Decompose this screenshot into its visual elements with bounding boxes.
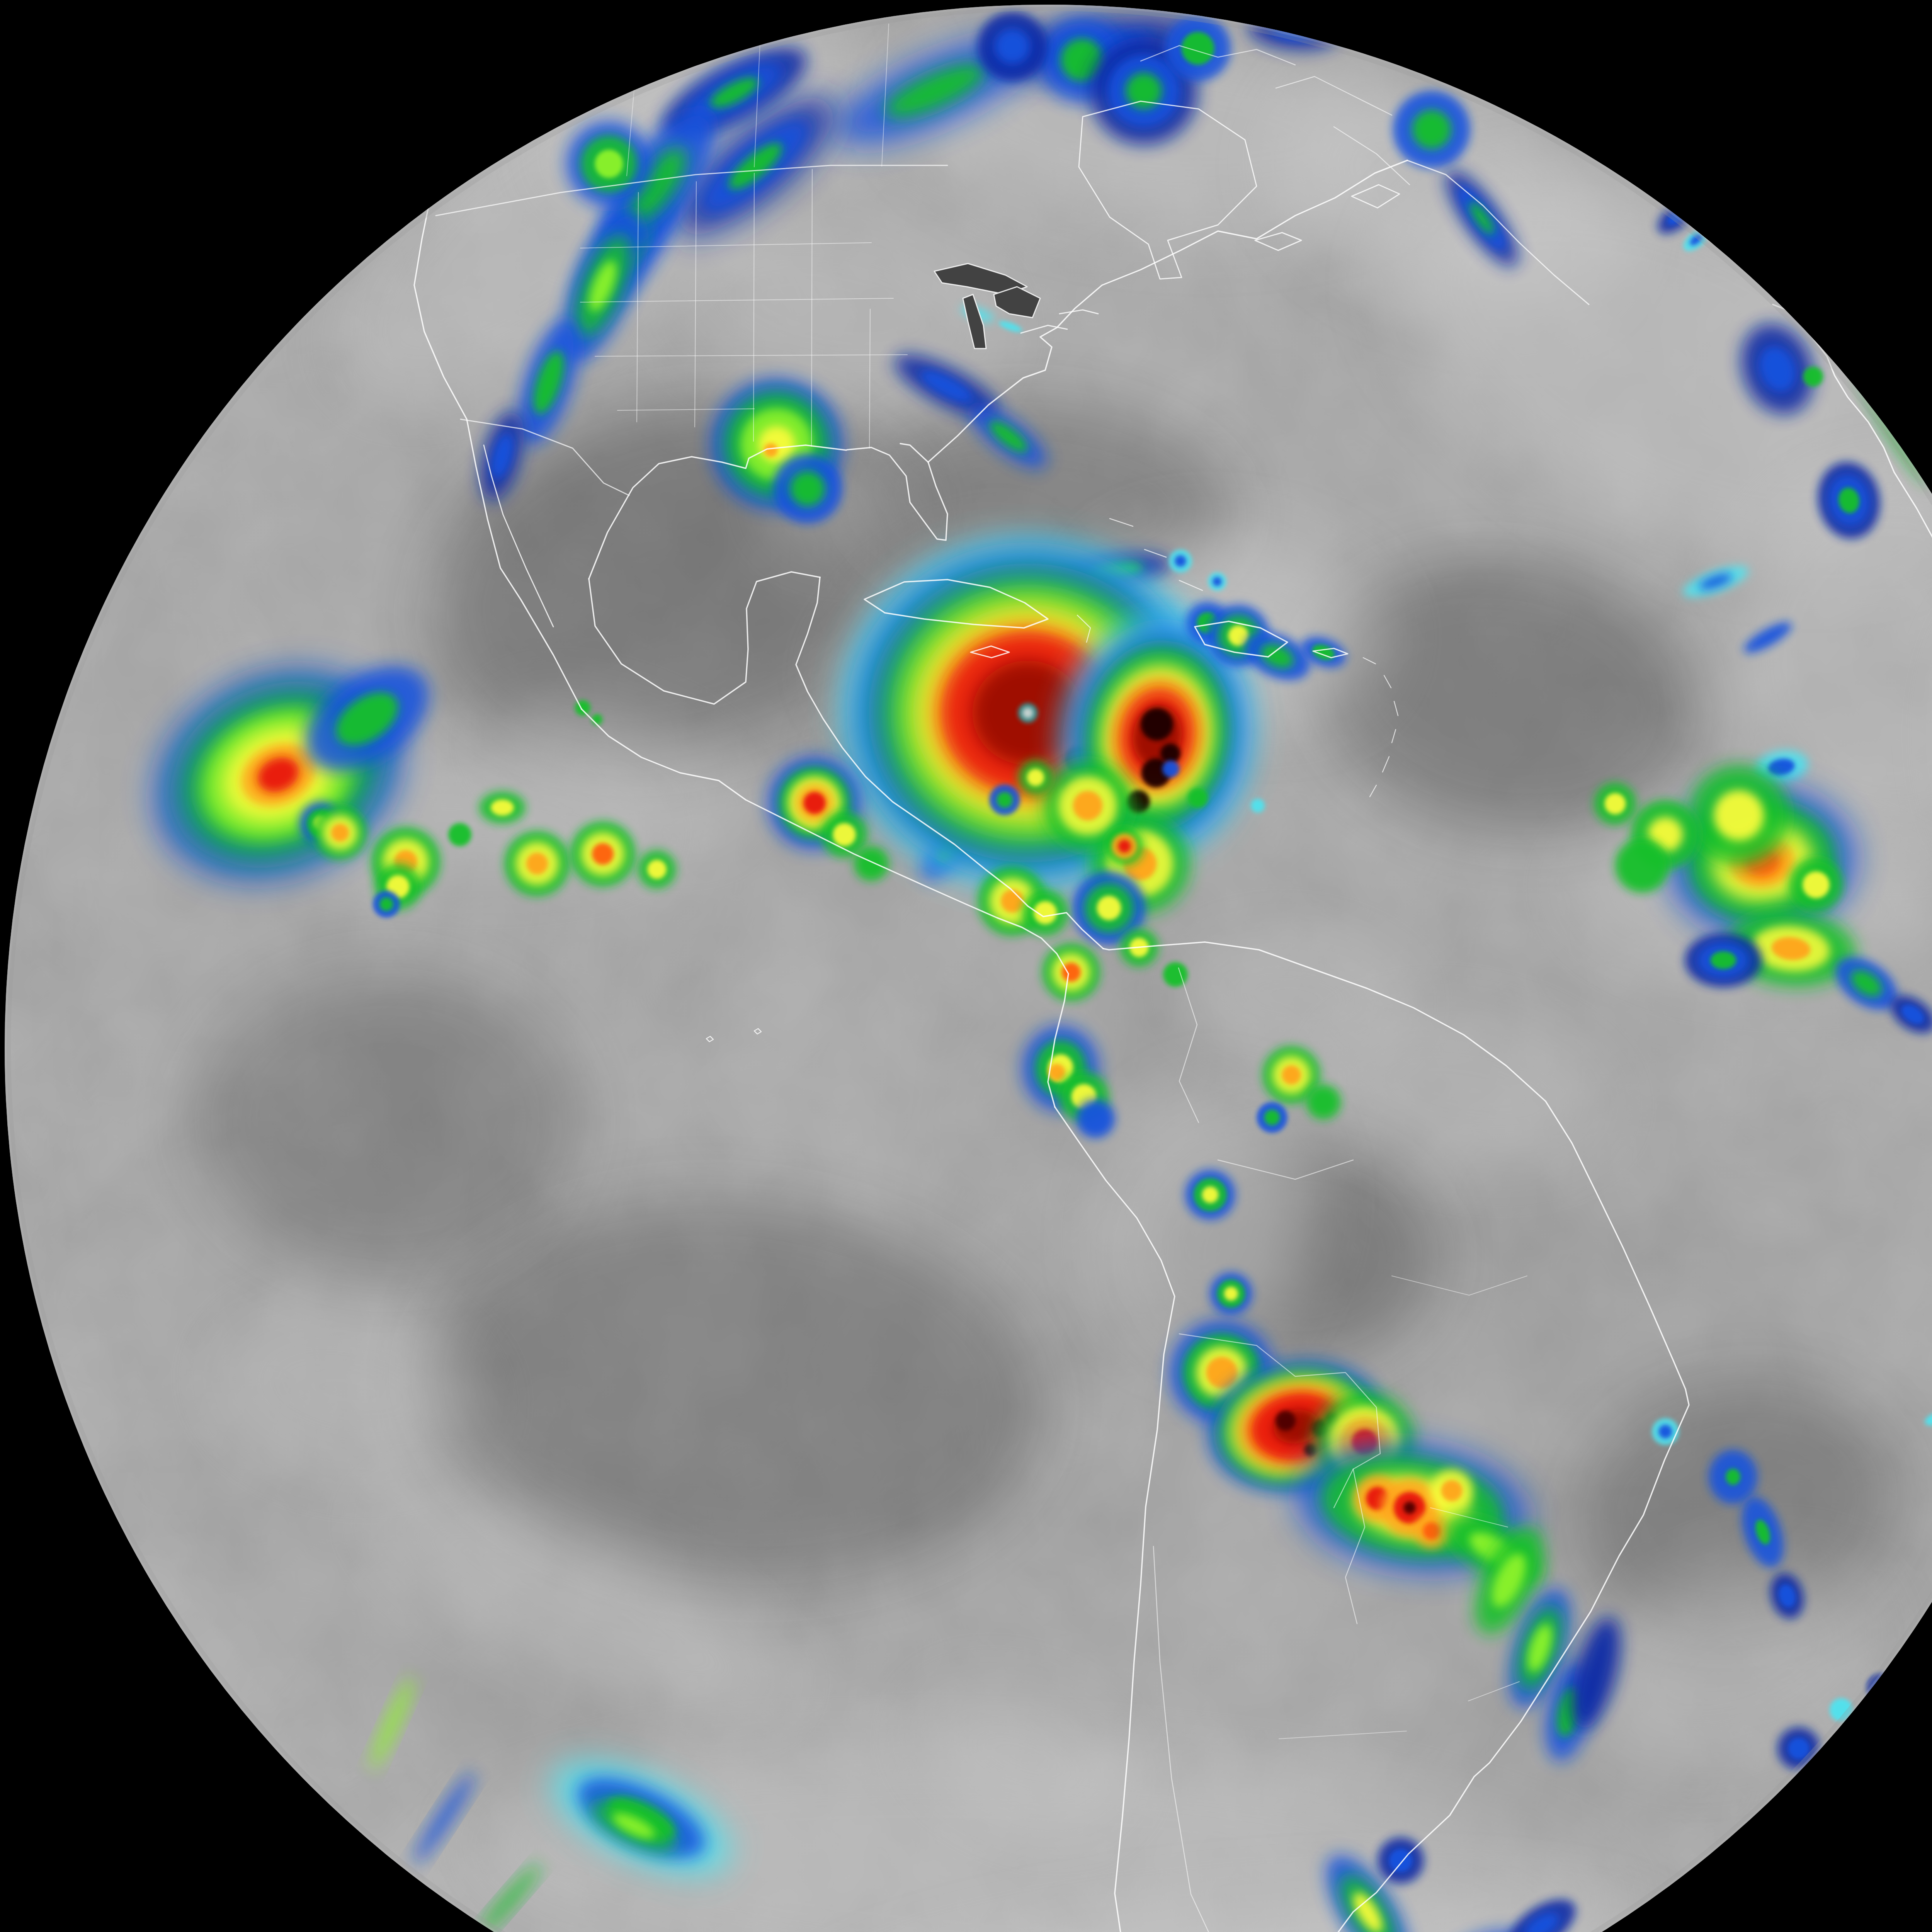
caribbean-dot-1-ring-gr xyxy=(1188,788,1208,808)
epac-cell-h-ring-ye xyxy=(647,860,667,879)
epac-cell-g xyxy=(570,821,636,887)
brazil-offshore-cell-1-ring-gr xyxy=(1726,1469,1740,1485)
louisiana-storm-ext xyxy=(773,454,842,524)
mexico-coast-dot-2 xyxy=(592,714,602,725)
caribbean-dot-1 xyxy=(1188,788,1208,808)
hurricane-south-cell-5 xyxy=(1105,827,1144,866)
atl-itcz-east-cell xyxy=(1789,858,1843,912)
peru-cell-2 xyxy=(1210,1272,1252,1315)
hurricane-south-cell-4 xyxy=(1018,760,1053,795)
caribbean-dot-2 xyxy=(1251,799,1265,813)
montana-storm-ring-bg xyxy=(595,150,623,178)
atl-itcz-west-2-ring-gr xyxy=(1615,838,1669,893)
epac-cell-f xyxy=(504,831,570,896)
cuba-dot xyxy=(1162,760,1179,777)
ecuador-cell-3 xyxy=(1076,1099,1115,1138)
amazon-cell-3 xyxy=(1257,1102,1287,1133)
hudson-storm-3-ring-gr xyxy=(1182,32,1214,65)
atl-itcz-west-3 xyxy=(1594,782,1636,825)
atl-itcz-east-cell-ring-ye xyxy=(1803,871,1830,898)
bahamas-cell-2-ring-bl xyxy=(1213,577,1222,586)
peru-cell-1-ring-ye xyxy=(1202,1186,1218,1203)
bahamas-cell-2 xyxy=(1208,572,1226,591)
epac-cell-f-ring-or xyxy=(526,853,548,875)
epac-cell-e xyxy=(479,791,526,824)
so-green-arm-tip-ring-bl xyxy=(1389,1849,1412,1872)
amazon-cell-2 xyxy=(1306,1085,1341,1119)
louisiana-storm-ext-ring-gr xyxy=(790,471,825,506)
globe-svg xyxy=(0,0,1932,1932)
epac-cell-j xyxy=(448,823,471,846)
guatemala-storm-ring-re xyxy=(803,792,826,814)
mexico-coast-dot-1-ring-gr xyxy=(575,700,590,716)
epac-cell-b xyxy=(313,806,367,860)
quebec-storm-ring-gr xyxy=(1412,110,1451,149)
atl-itcz-north-green xyxy=(1689,765,1789,866)
mexico-coast-dot-1 xyxy=(575,700,590,716)
sa-south-core-2-spot-0 xyxy=(1403,1502,1416,1514)
equatorial-pacific-dark xyxy=(193,966,580,1275)
peru-cell-1 xyxy=(1185,1170,1235,1220)
brazil-offshore-cell-1 xyxy=(1709,1450,1757,1504)
full-disk-satellite-image xyxy=(0,0,1932,1932)
bahamas-cell-1 xyxy=(1169,549,1192,573)
sa-south-core-4-ring-oR xyxy=(1423,1522,1440,1540)
hurricane-south-cell-2-ring-ye xyxy=(1097,896,1121,920)
brazil-offshore-cyan-ring-bl xyxy=(1659,1425,1672,1439)
epac-cell-i-ring-gr xyxy=(380,898,393,911)
venezuela-cell-2-ring-gr xyxy=(1163,962,1188,987)
colombia-coast-cell xyxy=(1042,943,1100,1001)
atl-itcz-west-3-ring-ye xyxy=(1605,793,1626,815)
hudson-storm-4 xyxy=(978,12,1047,81)
sa-nw-complex-ring-or xyxy=(1206,1357,1238,1388)
sa-south-core-3-ring-or xyxy=(1441,1480,1463,1502)
epac-cell-j-ring-gr xyxy=(448,823,471,846)
caribbean-dot-2-ring-cy xyxy=(1251,799,1265,813)
amazon-cell-2-ring-gr xyxy=(1306,1085,1341,1119)
epac-cell-e-ring-ye xyxy=(491,799,514,816)
hurricane-core-spot-4 xyxy=(1022,707,1033,718)
panama-cell-2 xyxy=(1022,889,1068,936)
epac-cell-b-ring-or xyxy=(331,824,349,842)
central-america-cell-3 xyxy=(854,846,889,881)
sa-south-core-3 xyxy=(1430,1469,1473,1512)
peru-cell-2-ring-ye xyxy=(1224,1287,1238,1301)
so-green-arm-tip xyxy=(1378,1837,1424,1884)
epac-cell-h xyxy=(638,850,676,889)
ecuador-cell-3-ring-bl xyxy=(1076,1099,1115,1138)
hudson-storm-4-ring-bl xyxy=(995,29,1030,64)
quebec-storm xyxy=(1393,91,1470,168)
hurricane-south-cell-6-ring-gr xyxy=(997,792,1012,808)
brazil-offshore-cyan xyxy=(1652,1418,1679,1445)
central-america-cell-2-ring-ye xyxy=(833,823,856,846)
atl-itcz-south-blue xyxy=(1685,933,1762,987)
central-america-cell-3-ring-gr xyxy=(854,846,889,881)
hurricane-south-cell-5-ring-re xyxy=(1118,840,1131,852)
cuba-dot-ring-bl xyxy=(1162,760,1179,777)
hurricane-south-cell-4-ring-ye xyxy=(1027,769,1044,786)
montana-storm xyxy=(566,121,651,206)
venezuela-cell-2 xyxy=(1163,962,1188,987)
atl-itcz-south-blue-ring-gr xyxy=(1711,951,1736,969)
hurricane-south-cell-6 xyxy=(989,784,1020,815)
epac-cell-g-ring-oR xyxy=(592,843,614,865)
atl-itcz-west-2 xyxy=(1615,838,1669,893)
mexico-coast-dot-2-ring-gr xyxy=(592,714,602,725)
hurricane-south-cell-3-ring-or xyxy=(1073,791,1103,821)
louisiana-storm-ring-ye xyxy=(758,426,795,463)
bahamas-cell-1-ring-bl xyxy=(1175,555,1186,567)
epac-cell-i xyxy=(373,891,400,918)
panama-cell-1-ring-or xyxy=(1001,889,1024,913)
atl-itcz-north-green-ring-ye xyxy=(1714,790,1764,840)
amazon-cell-1-ring-or xyxy=(1282,1065,1301,1085)
sa-south-core-4 xyxy=(1414,1514,1449,1548)
amazon-cell-3-ring-gr xyxy=(1264,1110,1280,1125)
